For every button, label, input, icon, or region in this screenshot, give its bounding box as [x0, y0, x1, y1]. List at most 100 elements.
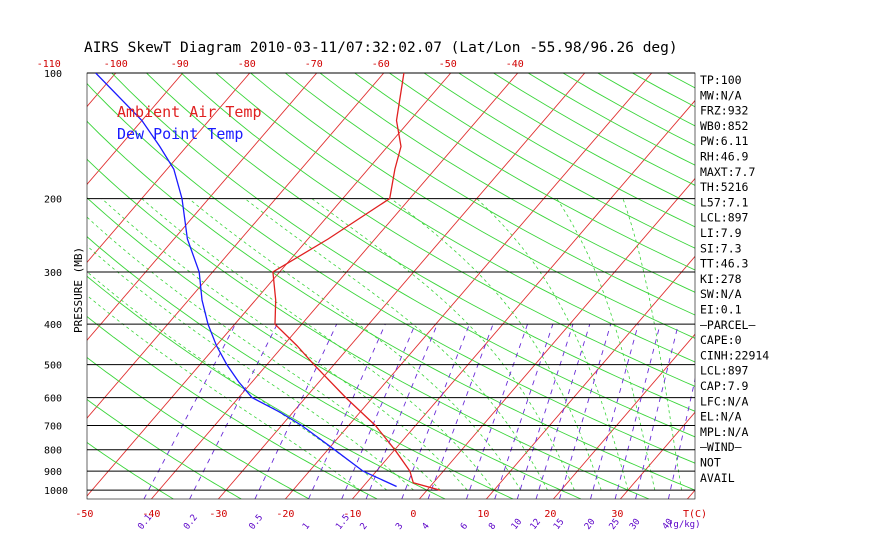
pressure-tick-label: 300	[44, 268, 62, 279]
index-item: LCL:897	[700, 211, 749, 225]
index-item: AVAIL	[700, 471, 735, 485]
mixing-ratio-tick-label: 10	[510, 517, 525, 532]
mixing-ratio-line	[466, 324, 528, 499]
mixing-ratio-line	[189, 323, 278, 499]
bottom-temp-tick-label: 10	[477, 509, 489, 520]
bottom-temp-tick-label: 0	[410, 509, 416, 520]
mixing-ratio-line	[535, 324, 591, 499]
isotherm-line	[0, 73, 49, 499]
dry-adiabat-line	[389, 73, 695, 249]
dry-adiabat-line	[87, 236, 514, 499]
top-temp-tick-label: -90	[171, 59, 189, 70]
dry-adiabat-line	[87, 197, 582, 499]
dry-adiabat-line	[458, 73, 695, 207]
dry-adiabat-line	[354, 73, 695, 271]
dry-adiabat-line	[632, 73, 695, 108]
index-item: MW:N/A	[700, 88, 742, 102]
isotherm-line	[821, 73, 870, 499]
dry-adiabat-line	[87, 82, 695, 464]
bottom-temp-tick-label: -50	[75, 509, 93, 520]
pressure-tick-label: 100	[44, 69, 62, 80]
pressure-tick-label: 700	[44, 422, 62, 433]
mixing-ratio-tick-label: 12	[529, 517, 544, 532]
index-item: CAP:7.9	[700, 379, 749, 393]
index-item: —WIND—	[700, 440, 742, 454]
isotherm-line	[620, 411, 695, 499]
dry-adiabat-line	[250, 73, 695, 339]
mixing-ratio-line	[401, 323, 470, 499]
dry-adiabat-line	[666, 73, 695, 89]
moist-adiabat-line	[622, 198, 682, 491]
dry-adiabat-line	[423, 73, 695, 228]
mixing-ratio-tick-label: 30	[628, 517, 643, 532]
isotherm-line	[87, 73, 251, 263]
moist-adiabat-line	[188, 198, 522, 491]
dry-adiabat-line	[111, 73, 695, 438]
index-item: —PARCEL—	[700, 318, 755, 332]
mixing-ratio-line	[365, 323, 438, 499]
mixing-ratio-tick-label: 1	[301, 521, 312, 531]
legend-dew-temp: Dew Point Temp	[117, 125, 243, 143]
mixing-ratio-line	[427, 323, 494, 499]
dry-adiabat-line	[215, 73, 695, 363]
dry-adiabat-line	[319, 73, 695, 293]
index-item: CAPE:0	[700, 333, 742, 347]
bottom-temp-tick-label: 30	[611, 509, 623, 520]
isotherm-line	[87, 73, 184, 186]
pressure-tick-label: 500	[44, 361, 62, 372]
dry-adiabat-line	[180, 73, 695, 387]
dry-adiabat-line	[87, 120, 695, 491]
top-temp-tick-label: -110	[37, 59, 61, 70]
dry-adiabat-line	[87, 442, 174, 499]
index-item: LCL:897	[700, 364, 749, 378]
top-temp-tick-label: -60	[372, 59, 390, 70]
index-item: MAXT:7.7	[700, 165, 755, 179]
pressure-tick-label: 800	[44, 446, 62, 457]
isotherm-line	[87, 73, 452, 497]
index-item: EI:0.1	[700, 303, 742, 317]
mixing-ratio-unit-label: (g/kg)	[668, 520, 701, 530]
dry-adiabat-line	[285, 73, 695, 316]
index-item: TP:100	[700, 73, 742, 87]
chart-title: AIRS SkewT Diagram 2010-03-11/07:32:02.0…	[84, 40, 678, 56]
pressure-tick-label: 600	[44, 394, 62, 405]
moist-adiabat-line	[556, 198, 656, 491]
index-item: L57:7.1	[700, 195, 749, 209]
pressure-tick-label: 400	[44, 320, 62, 331]
index-item: FRZ:932	[700, 104, 748, 118]
mixing-ratio-line	[635, 324, 679, 499]
pressure-tick-label: 900	[44, 467, 62, 478]
index-item: SW:N/A	[700, 287, 742, 301]
index-item: LI:7.9	[700, 226, 742, 240]
dry-adiabat-line	[87, 158, 650, 499]
mixing-ratio-tick-label: 2	[359, 521, 370, 531]
isotherm-line	[285, 73, 653, 499]
index-item: EL:N/A	[700, 410, 742, 424]
isotherm-line	[553, 333, 695, 499]
mixing-ratio-tick-label: 20	[583, 517, 598, 532]
mixing-ratio-tick-label: 3	[394, 521, 405, 531]
pressure-tick-label: 1000	[44, 486, 68, 497]
top-temp-tick-label: -80	[238, 59, 256, 70]
dry-adiabat-line	[87, 357, 310, 499]
mixing-ratio-tick-label: 6	[459, 521, 470, 531]
mixing-ratio-tick-label: 0.5	[247, 513, 265, 532]
index-item: WB0:852	[700, 119, 748, 133]
index-item: PW:6.11	[700, 134, 749, 148]
top-temp-tick-label: -70	[305, 59, 323, 70]
isotherm-line	[87, 73, 318, 341]
dry-adiabat-line	[87, 398, 242, 499]
top-temp-tick-label: -50	[439, 59, 457, 70]
mixing-ratio-line	[614, 324, 661, 499]
isotherm-line	[754, 73, 870, 499]
air-temp-profile	[272, 73, 441, 491]
index-item: TH:5216	[700, 180, 749, 194]
bottom-temp-tick-label: -20	[276, 509, 294, 520]
y-axis-label: PRESSURE (MB)	[72, 247, 85, 333]
pressure-tick-label: 200	[44, 195, 62, 206]
mixing-ratio-line	[590, 324, 639, 499]
dew-point-profile	[95, 73, 397, 488]
mixing-ratio-tick-label: 8	[487, 521, 498, 531]
top-temp-tick-label: -100	[104, 59, 128, 70]
